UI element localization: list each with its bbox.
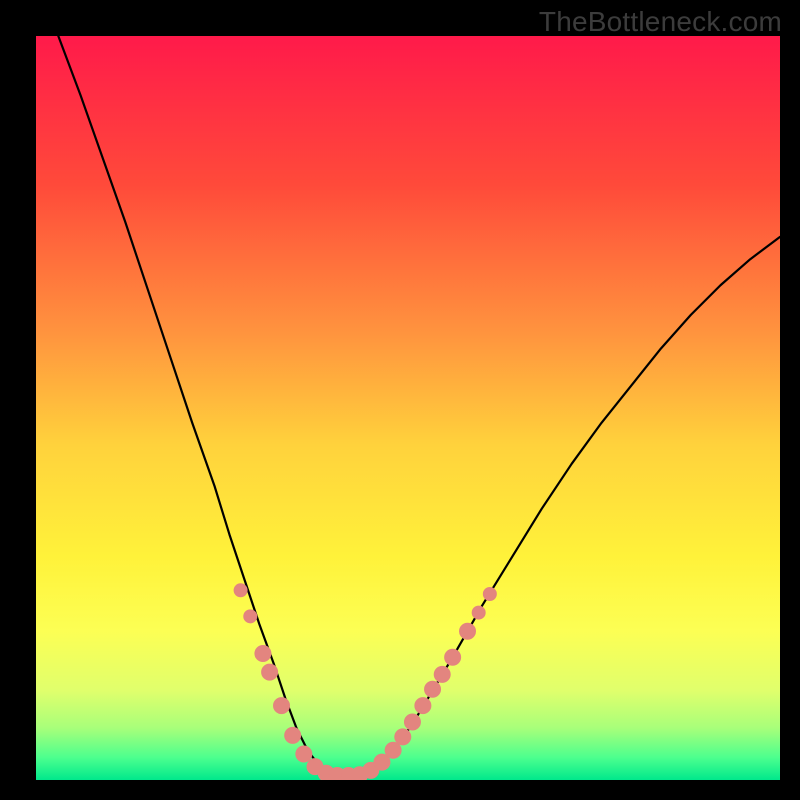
overlay-dot [274, 698, 290, 714]
overlay-dot [255, 646, 271, 662]
plot-background [36, 36, 780, 780]
overlay-dot [425, 681, 441, 697]
overlay-dot [460, 623, 476, 639]
overlay-dot [445, 649, 461, 665]
bottleneck-chart: TheBottleneck.com [0, 0, 800, 800]
overlay-dot [434, 666, 450, 682]
plot-svg [36, 36, 780, 780]
overlay-dot [296, 746, 312, 762]
overlay-dot [472, 606, 485, 619]
overlay-dot [244, 610, 257, 623]
overlay-dot [395, 729, 411, 745]
overlay-dot [415, 698, 431, 714]
overlay-dot [285, 727, 301, 743]
watermark-text: TheBottleneck.com [539, 6, 782, 38]
overlay-dot [234, 584, 247, 597]
plot-area [36, 36, 780, 780]
overlay-dot [483, 588, 496, 601]
overlay-dot [385, 742, 401, 758]
overlay-dot [262, 664, 278, 680]
overlay-dot [404, 714, 420, 730]
